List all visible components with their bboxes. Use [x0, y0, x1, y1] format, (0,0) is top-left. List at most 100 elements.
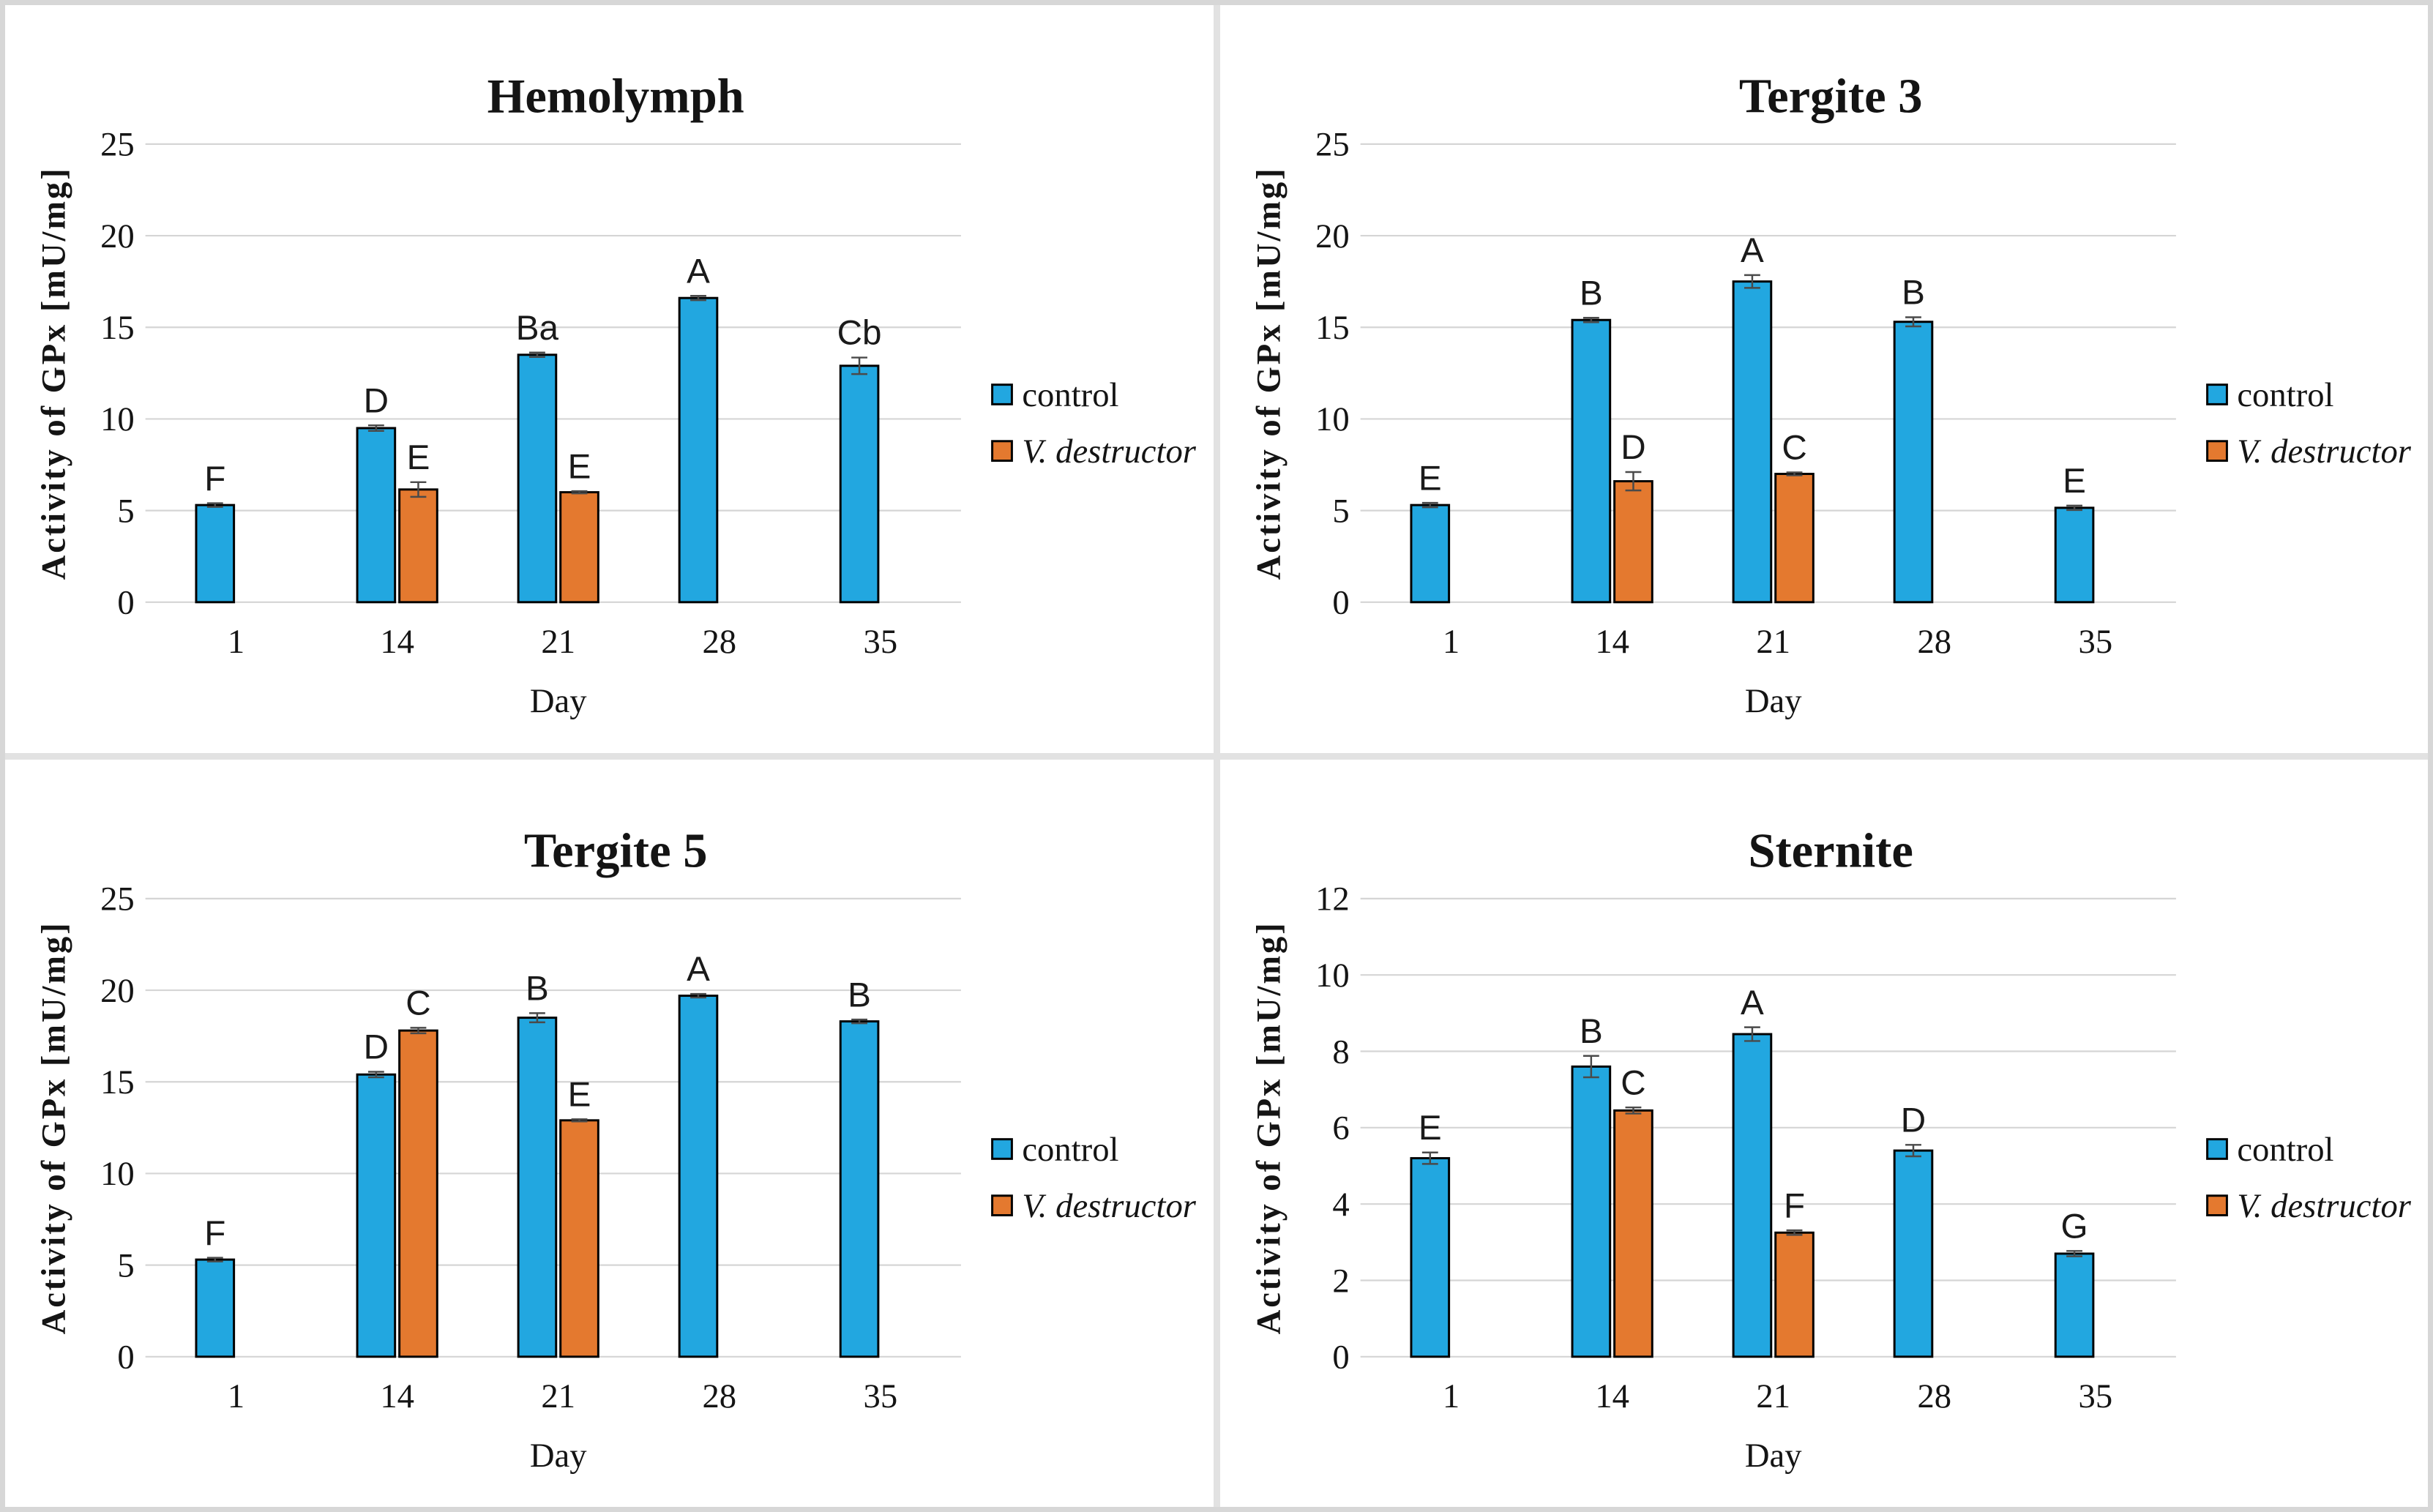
significance-label: E [407, 438, 430, 477]
bar-control-day-14 [356, 427, 397, 604]
legend-label-control: control [1022, 1131, 1118, 1168]
significance-label: A [687, 950, 710, 989]
chart-sternite: 0 2 4 6 8 10 12 1 14 21 28 35 Day Activity of GPx [mU… [1220, 760, 2429, 1508]
significance-label: E [568, 1075, 591, 1114]
y-tick-label: 12 [1315, 880, 1350, 918]
legend-label-control: control [2237, 377, 2333, 414]
y-axis-title: Activity of GPx [mU/mg] [1250, 921, 1287, 1334]
y-tick-label: 6 [1332, 1109, 1349, 1147]
x-tick-label: 28 [702, 624, 736, 661]
significance-label: F [204, 460, 225, 498]
bar-control-day-21 [517, 1016, 558, 1358]
y-tick-label: 15 [100, 310, 135, 347]
significance-label: E [2063, 462, 2086, 501]
y-tick-label: 25 [1315, 127, 1350, 164]
significance-label: C [1782, 429, 1806, 468]
significance-label: B [1579, 274, 1602, 313]
y-tick-label: 10 [100, 1156, 135, 1193]
legend-swatch-control [2205, 1137, 2228, 1160]
bar-control-day-1 [1409, 504, 1450, 604]
bar-control-day-14 [356, 1073, 397, 1358]
y-tick-label: 0 [1332, 585, 1349, 622]
x-tick-label: 28 [1917, 1378, 1951, 1415]
panel-tergite-5: 0 5 10 15 20 25 1 14 21 28 35 Day Activity of GPx [m… [5, 759, 1214, 1508]
significance-label: A [687, 252, 710, 291]
bar-control-day-35 [2054, 506, 2094, 604]
significance-label: Cb [837, 314, 882, 353]
y-axis-title: Activity of GPx [mU/mg] [35, 921, 72, 1334]
bar-control-day-28 [678, 994, 719, 1358]
significance-label: E [1418, 1109, 1441, 1148]
bar-v-destructor-day-21 [1774, 473, 1815, 604]
y-tick-label: 10 [1315, 401, 1350, 438]
x-tick-label: 1 [228, 1378, 244, 1415]
chart-title: Hemolymph [487, 70, 744, 123]
legend-swatch-v-destructor [2205, 1194, 2228, 1216]
y-axis-title: Activity of GPx [mU/mg] [35, 166, 72, 580]
significance-label: B [526, 969, 549, 1008]
x-axis-title: Day [1744, 683, 1801, 720]
bar-control-day-1 [1409, 1156, 1450, 1358]
bar-v-destructor-day-14 [1612, 480, 1653, 604]
y-tick-label: 2 [1332, 1262, 1349, 1300]
significance-label: B [848, 976, 871, 1014]
x-tick-label: 28 [702, 1378, 736, 1415]
x-tick-label: 1 [1442, 1378, 1459, 1415]
x-tick-label: 21 [1756, 624, 1790, 661]
x-tick-label: 14 [1595, 1378, 1629, 1415]
x-tick-label: 14 [380, 1378, 414, 1415]
bar-control-day-21 [1732, 280, 1772, 604]
bar-control-day-1 [195, 1258, 236, 1358]
significance-label: B [1579, 1012, 1602, 1051]
bar-control-day-35 [839, 1019, 880, 1358]
significance-label: B [1902, 274, 1925, 312]
x-tick-label: 21 [1756, 1378, 1790, 1415]
x-tick-label: 14 [380, 624, 414, 661]
chart-title: Sternite [1748, 824, 1913, 877]
bar-control-day-35 [2054, 1251, 2094, 1358]
x-axis-title: Day [1744, 1437, 1801, 1475]
x-tick-label: 21 [541, 1378, 575, 1415]
significance-label: D [1621, 428, 1645, 467]
significance-label: F [1783, 1186, 1804, 1225]
bar-control-day-28 [678, 296, 719, 604]
y-tick-label: 10 [100, 401, 135, 438]
x-tick-label: 35 [2078, 1378, 2112, 1415]
y-tick-label: 0 [1332, 1339, 1349, 1376]
y-tick-label: 20 [100, 218, 135, 255]
significance-label: G [2060, 1207, 2088, 1246]
legend-swatch-v-destructor [991, 440, 1013, 462]
significance-label: F [204, 1213, 225, 1252]
y-tick-label: 4 [1332, 1186, 1349, 1224]
x-tick-label: 21 [541, 624, 575, 661]
significance-label: A [1741, 231, 1764, 270]
bar-v-destructor-day-21 [559, 491, 599, 604]
legend-label-control: control [1022, 377, 1118, 414]
y-tick-label: 10 [1315, 957, 1350, 995]
significance-label: Ba [516, 309, 559, 348]
x-axis-title: Day [530, 1437, 587, 1475]
y-axis-title: Activity of GPx [mU/mg] [1250, 166, 1287, 580]
panel-tergite-3: 0 5 10 15 20 25 1 14 21 28 35 Day Activity of GPx [m… [1219, 5, 2429, 753]
legend-swatch-v-destructor [2205, 440, 2228, 462]
y-tick-label: 20 [100, 972, 135, 1009]
x-tick-label: 35 [2078, 624, 2112, 661]
y-tick-label: 25 [100, 880, 135, 918]
chart-title: Tergite 5 [524, 824, 708, 877]
chart-tergite-5: 0 5 10 15 20 25 1 14 21 28 35 Day Activity of GPx [m… [5, 760, 1214, 1508]
legend-swatch-v-destructor [991, 1194, 1013, 1216]
chart-hemolymph: 0 5 10 15 20 25 1 14 21 28 35 Day Activity of GPx [m… [5, 5, 1214, 753]
chart-svg-2: 0 5 10 15 20 25 1 14 21 28 35 Day Activity of GPx [m… [35, 824, 1196, 1475]
y-tick-label: 0 [117, 1339, 134, 1376]
chart-tergite-3: 0 5 10 15 20 25 1 14 21 28 35 Day Activity of GPx [m… [1220, 5, 2429, 753]
bar-control-day-21 [517, 353, 558, 604]
significance-label: D [364, 1028, 389, 1066]
y-tick-label: 5 [117, 493, 134, 531]
bar-v-destructor-day-14 [398, 1029, 438, 1358]
legend-label-v-destructor: V. destructor [2237, 433, 2412, 471]
x-tick-label: 28 [1917, 624, 1951, 661]
y-tick-label: 15 [100, 1064, 135, 1101]
y-tick-label: 15 [1315, 310, 1350, 347]
significance-label: C [406, 984, 430, 1022]
